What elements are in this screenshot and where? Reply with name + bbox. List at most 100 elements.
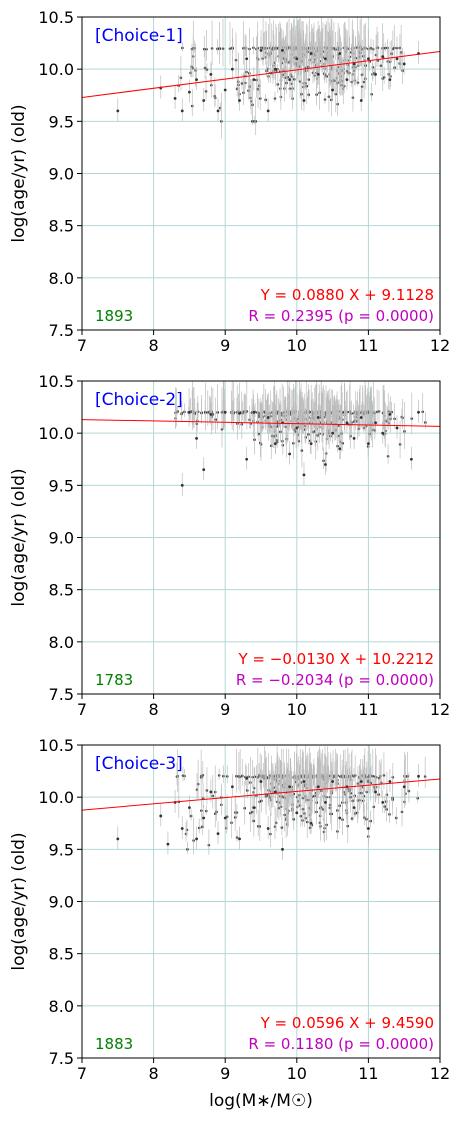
sample-count: 1883 — [95, 1035, 133, 1053]
fit-statistics: R = 0.2395 (p = 0.0000) — [248, 307, 434, 325]
data-point — [116, 109, 120, 113]
y-tick-label: 8.5 — [49, 217, 74, 236]
data-point — [352, 806, 356, 809]
data-point — [173, 96, 177, 100]
error-bars — [176, 745, 426, 855]
data-point — [180, 109, 184, 113]
x-tick-label: 11 — [358, 336, 378, 355]
data-point — [302, 473, 306, 477]
y-tick-label: 9.0 — [49, 893, 74, 912]
data-point — [295, 426, 299, 430]
y-tick-label: 9.5 — [49, 476, 74, 495]
x-tick-label: 12 — [430, 336, 450, 355]
y-tick-label: 8.5 — [49, 581, 74, 600]
fit-line — [82, 419, 440, 427]
data-point — [302, 780, 306, 783]
data-point — [180, 827, 184, 830]
data-point — [295, 811, 299, 815]
data-point — [252, 410, 256, 414]
sample-points — [180, 399, 420, 496]
x-tick-label: 9 — [220, 336, 230, 355]
x-tick-label: 11 — [358, 1064, 378, 1083]
data-point — [273, 442, 277, 445]
data-point — [216, 832, 220, 836]
fit-statistics: R = 0.1180 (p = 0.0000) — [248, 1035, 434, 1053]
data-point — [309, 52, 313, 55]
data-point — [402, 785, 406, 789]
data-point — [195, 837, 198, 841]
data-point — [359, 416, 363, 419]
data-point — [202, 468, 206, 472]
fit-equation: Y = 0.0880 X + 9.1128 — [260, 286, 434, 304]
x-axis-label: log(M∗/M☉) — [209, 1091, 313, 1111]
data-point — [223, 410, 227, 414]
data-point — [188, 410, 191, 414]
y-tick-label: 7.5 — [49, 321, 74, 340]
y-tick-label: 7.5 — [49, 1049, 74, 1068]
y-axis-label: log(age/yr) (old) — [9, 468, 29, 606]
x-tick-label: 7 — [77, 336, 87, 355]
data-point — [316, 785, 320, 789]
y-tick-label: 10.5 — [38, 736, 74, 755]
data-point — [395, 57, 399, 61]
x-tick-label: 10 — [287, 700, 307, 719]
data-point — [402, 62, 406, 66]
data-point — [374, 421, 377, 425]
x-tick-label: 8 — [149, 700, 159, 719]
data-point — [367, 827, 370, 830]
fit-line — [82, 778, 440, 811]
data-point — [367, 57, 370, 61]
data-point — [409, 457, 413, 461]
chart-panel-2: 7 8 9 10 11 12 7.5 8.0 8.5 9.0 9.5 10.0 10.5 log(age/… — [9, 372, 450, 719]
data-point — [288, 78, 292, 81]
data-point — [259, 48, 263, 52]
y-tick-label: 10.5 — [38, 8, 74, 27]
data-point — [381, 431, 385, 435]
data-point — [230, 67, 234, 71]
data-point — [209, 790, 213, 794]
data-point — [295, 57, 299, 61]
data-point — [188, 90, 191, 94]
data-point — [345, 78, 349, 81]
data-point — [281, 48, 284, 52]
x-tick-label: 11 — [358, 700, 378, 719]
data-point — [381, 800, 385, 804]
data-point — [202, 816, 206, 820]
y-tick-label: 8.0 — [49, 269, 74, 288]
y-tick-label: 10.0 — [38, 788, 74, 807]
data-point — [273, 67, 277, 71]
panel-label: [Choice-1] — [95, 26, 183, 46]
data-point — [338, 52, 342, 55]
fit-equation: Y = −0.0130 X + 10.2212 — [238, 650, 435, 668]
data-point — [388, 78, 392, 81]
data-point — [252, 78, 256, 81]
data-point — [331, 780, 334, 783]
data-point — [266, 416, 270, 419]
data-point — [381, 55, 385, 59]
y-tick-label: 10.0 — [38, 424, 74, 443]
data-point — [273, 790, 277, 794]
error-bars — [178, 17, 404, 139]
y-tick-label: 10.0 — [38, 60, 74, 79]
y-tick-label: 9.0 — [49, 529, 74, 548]
x-tick-label: 12 — [430, 1064, 450, 1083]
sample-points — [116, 37, 420, 122]
data-point — [216, 109, 220, 113]
grid — [82, 17, 440, 330]
data-point — [316, 72, 320, 76]
x-tick-label: 9 — [220, 700, 230, 719]
data-point — [238, 411, 241, 415]
x-tick-label: 12 — [430, 700, 450, 719]
data-point — [324, 463, 327, 466]
panel-label: [Choice-2] — [95, 390, 183, 410]
fit-statistics: R = −0.2034 (p = 0.0000) — [236, 671, 434, 689]
x-tick-label: 10 — [287, 1064, 307, 1083]
y-tick-label: 9.5 — [49, 112, 74, 131]
data-point — [345, 421, 349, 425]
x-tick-label: 8 — [149, 336, 159, 355]
data-point — [302, 99, 306, 102]
y-tick-label: 7.5 — [49, 685, 74, 704]
y-tick-label: 9.0 — [49, 165, 74, 184]
data-point — [209, 72, 213, 76]
